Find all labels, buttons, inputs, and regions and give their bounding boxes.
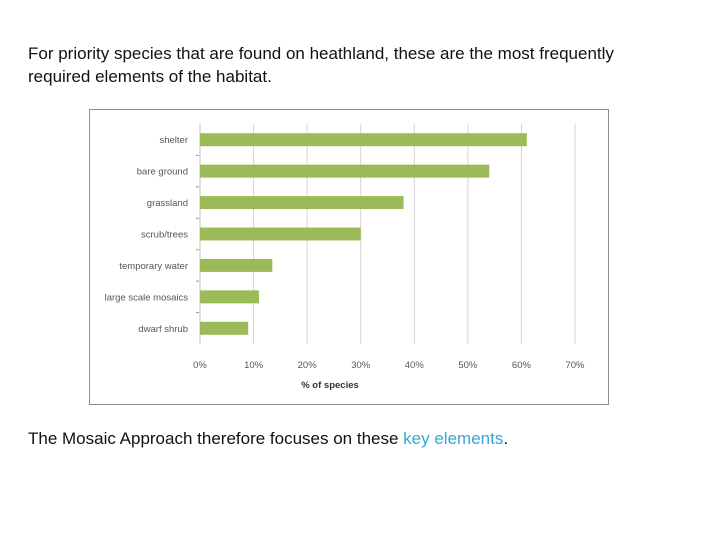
x-tick-label: 0% (193, 360, 207, 371)
bar-large-scale-mosaics (200, 290, 259, 304)
category-label: dwarf shrub (138, 324, 188, 335)
bar-grassland (200, 196, 404, 210)
x-tick-label: 20% (298, 360, 318, 371)
outro-text: The Mosaic Approach therefore focuses on… (28, 427, 668, 450)
bar-dwarf-shrub (200, 321, 249, 335)
x-tick-label: 10% (244, 360, 264, 371)
x-tick-label: 60% (512, 360, 532, 371)
category-label: shelter (159, 135, 188, 146)
x-axis-title: % of species (301, 380, 359, 391)
bar-shelter (200, 133, 527, 147)
x-tick-label: 40% (405, 360, 425, 371)
category-label: temporary water (119, 261, 188, 272)
category-label: scrub/trees (141, 230, 188, 241)
category-label: grassland (147, 198, 188, 209)
chart-frame: shelter bare ground grassland scrub/trees te… (89, 109, 609, 405)
bar-chart: shelter bare ground grassland scrub/trees te… (105, 124, 585, 391)
x-tick-label: 70% (565, 360, 585, 371)
outro-prefix: The Mosaic Approach therefore focuses on… (28, 429, 404, 448)
bar-scrub-trees (200, 227, 361, 241)
intro-text: For priority species that are found on h… (28, 44, 614, 86)
category-label: large scale mosaics (105, 292, 189, 303)
outro-suffix: . (503, 429, 509, 448)
x-tick-label: 50% (458, 360, 478, 371)
bar-bare-ground (200, 164, 490, 178)
x-tick-label: 30% (351, 360, 371, 371)
category-label: bare ground (137, 167, 188, 178)
outro-keyword: key elements (403, 429, 504, 448)
bar-temporary-water (200, 258, 273, 272)
